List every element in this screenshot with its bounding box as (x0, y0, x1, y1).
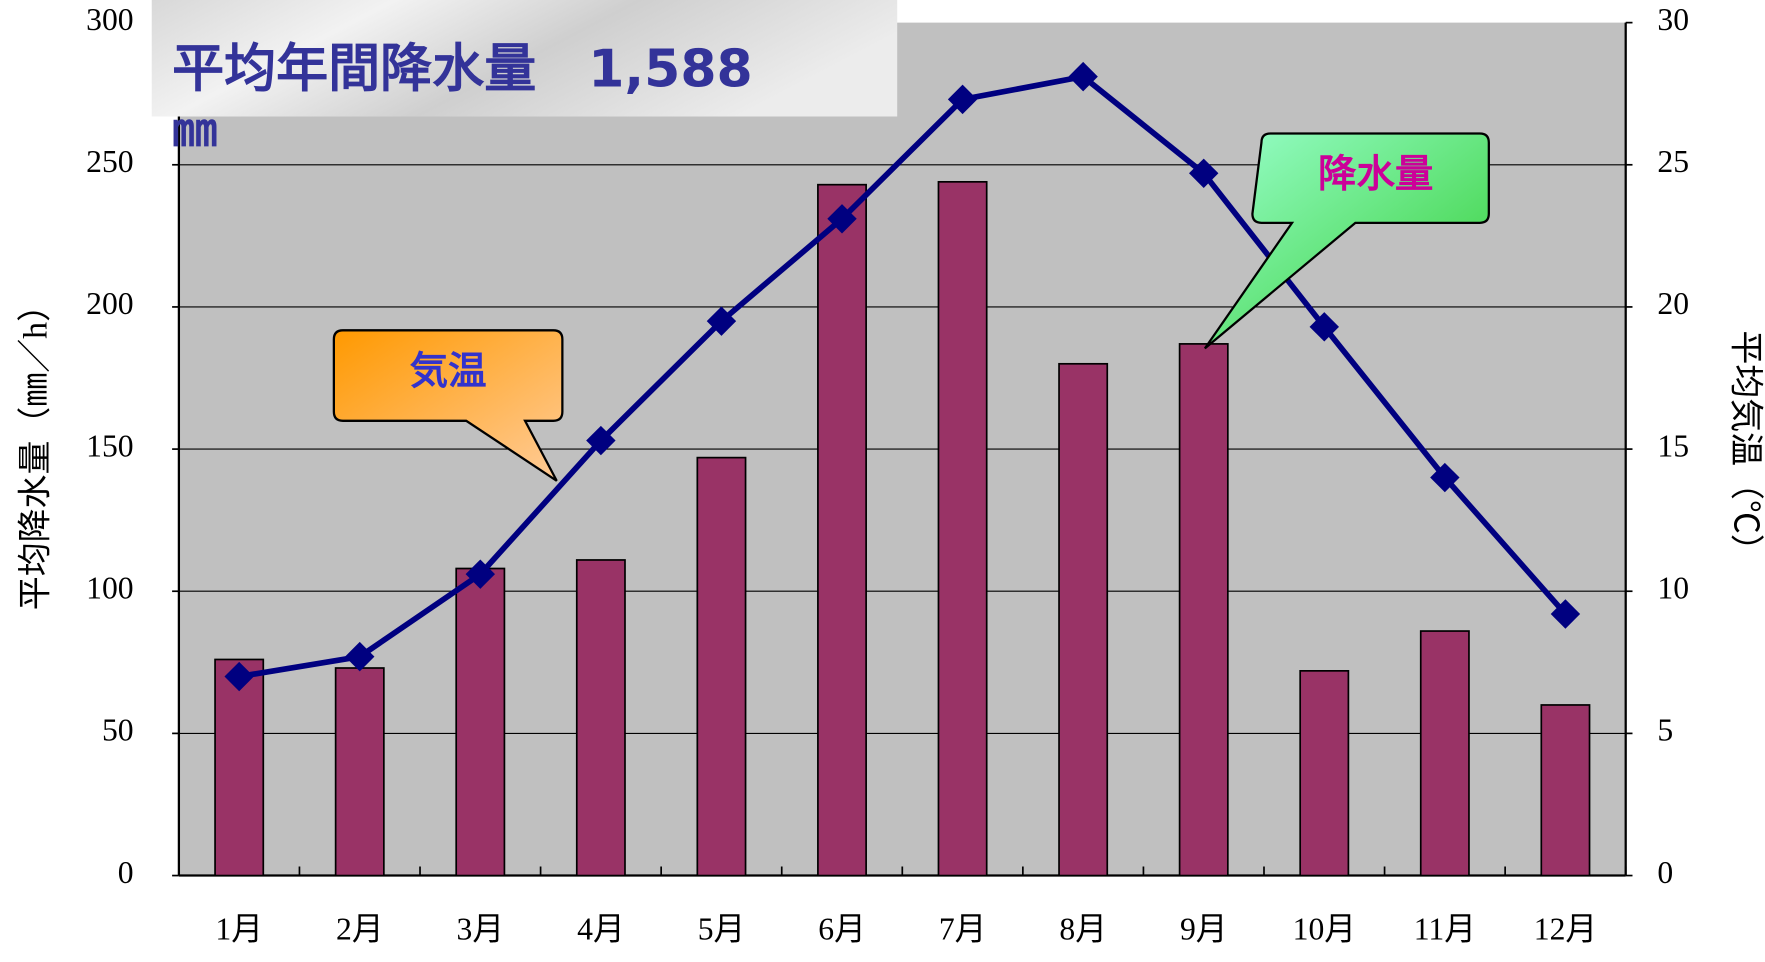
temp-marker (1430, 462, 1460, 493)
temp-line (238, 73, 1568, 680)
temp-marker (586, 425, 616, 456)
bar (214, 658, 265, 877)
y-tick-label: 250 (86, 144, 133, 179)
bar (334, 667, 385, 877)
x-tick-label: 7月 (939, 911, 987, 946)
callout-temp (332, 329, 564, 482)
y2-tick-label: 5 (1657, 713, 1673, 748)
temp-marker (827, 204, 857, 234)
x-tick-label: 9月 (1180, 911, 1228, 946)
y2-tick-label: 30 (1657, 2, 1689, 37)
y-tick-label: 0 (118, 855, 134, 890)
title-box (151, 0, 898, 117)
bar (1299, 670, 1350, 877)
title-unit: ㎜ (172, 103, 217, 156)
x-tick-label: 2月 (336, 911, 384, 946)
y2-tick-label: 10 (1657, 571, 1689, 606)
bar (575, 559, 626, 877)
y2-tick-label: 25 (1657, 144, 1689, 179)
x-tick-label: 3月 (457, 911, 505, 946)
temp-marker (224, 661, 254, 692)
bar (1058, 362, 1109, 877)
bar (455, 567, 506, 877)
bar (817, 183, 867, 877)
callout-temp-label: 気温 (410, 349, 487, 394)
x-tick-label: 8月 (1059, 911, 1107, 946)
y-tick-label: 300 (86, 2, 133, 37)
temp-marker (1309, 312, 1339, 342)
bar (937, 180, 988, 877)
temp-marker (947, 84, 978, 115)
y-tick-label: 100 (86, 571, 133, 606)
chart-title: 平均年間降水量 1,588 (172, 39, 753, 99)
temp-marker (465, 559, 496, 589)
x-tick-label: 10月 (1293, 911, 1356, 946)
bar (1540, 704, 1591, 877)
x-tick-label: 5月 (698, 911, 746, 946)
y-tick-label: 50 (102, 713, 134, 748)
bar (696, 456, 747, 877)
y2-tick-label: 0 (1657, 855, 1673, 890)
temp-marker (706, 306, 737, 336)
callout-precip-label: 降水量 (1318, 152, 1433, 197)
x-tick-label: 12月 (1534, 911, 1597, 946)
x-tick-label: 11月 (1414, 911, 1476, 946)
bar (1419, 630, 1470, 877)
y-axis-label: 平均降水量（㎜／h） (16, 288, 54, 610)
bar (1178, 343, 1229, 877)
y-tick-label: 150 (86, 428, 133, 463)
y2-axis-label: 平均気温（℃） (1726, 330, 1764, 567)
y-tick-label: 200 (86, 286, 133, 321)
temp-marker (345, 641, 375, 672)
x-tick-label: 6月 (818, 911, 866, 946)
temp-marker (1189, 158, 1219, 189)
x-tick-label: 4月 (577, 911, 625, 946)
y2-tick-label: 15 (1657, 428, 1689, 463)
y2-tick-label: 20 (1657, 286, 1689, 321)
x-tick-label: 1月 (215, 911, 262, 946)
callout-precip (1203, 132, 1490, 350)
